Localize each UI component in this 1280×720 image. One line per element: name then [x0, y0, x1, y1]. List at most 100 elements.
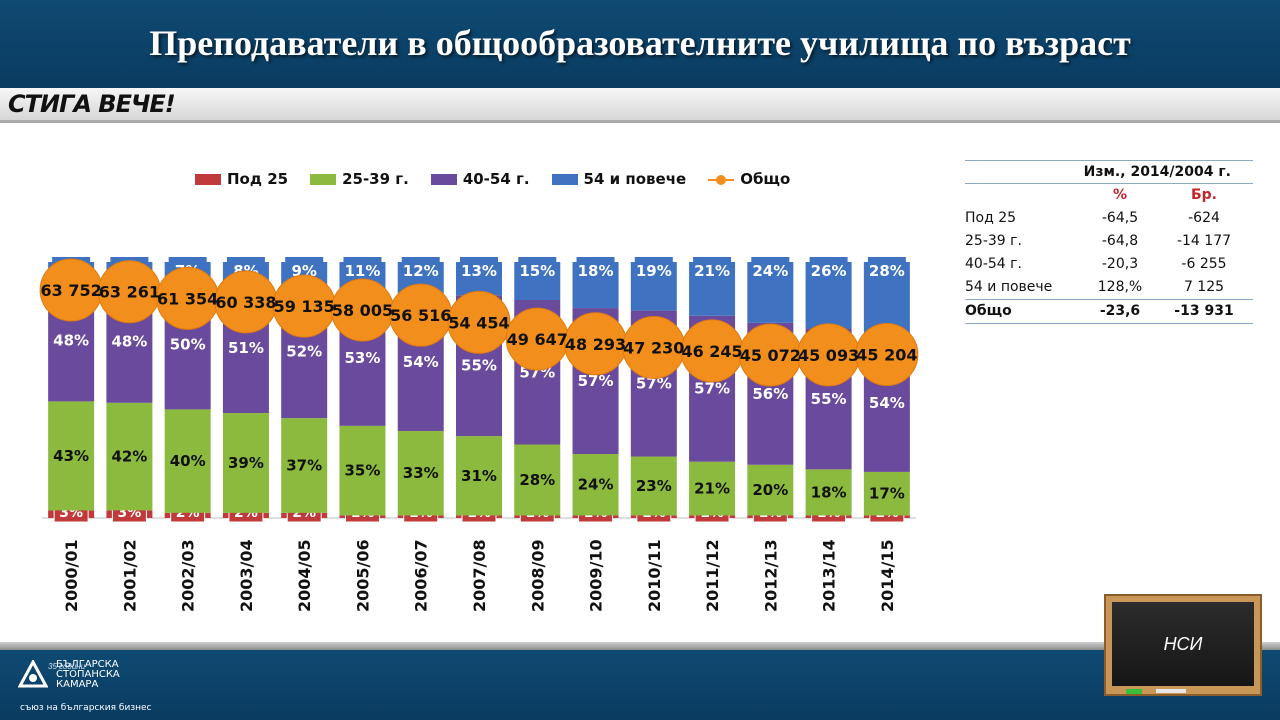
total-marker-7	[447, 290, 511, 354]
label-box-54plus-9	[576, 257, 615, 283]
table-row: Под 25 -64,5 -624	[965, 207, 1253, 230]
data-label-54plus-6: 12%	[403, 262, 439, 280]
total-label-5: 58 005	[332, 301, 393, 320]
total-label-2: 61 354	[157, 289, 218, 308]
table-total-label: Общо	[965, 303, 1012, 319]
legend-marker-total	[708, 174, 735, 185]
legend-label-40-54: 40-54 г.	[462, 170, 530, 188]
label-box-54plus-11	[693, 257, 732, 283]
table-cell-label: 25-39 г.	[965, 233, 1022, 249]
bar-25-39-9	[572, 454, 619, 516]
table-cell-num: 7 125	[1183, 279, 1225, 295]
legend-item-total: Общо	[708, 170, 790, 188]
table-header: Изм., 2014/2004 г.	[965, 160, 1253, 184]
total-label-8: 49 647	[507, 330, 568, 349]
table-cell-num: -14 177	[1176, 233, 1232, 249]
data-label-40-54-2: 50%	[170, 336, 206, 354]
data-label-40-54-4: 52%	[286, 343, 322, 361]
label-box-54plus-10	[634, 257, 673, 283]
change-table: Изм., 2014/2004 г. % Бр. Под 25 -64,5 -6…	[965, 160, 1253, 324]
table-cell-label: 40-54 г.	[965, 256, 1022, 272]
x-tick-label-4: 2004/05	[295, 539, 314, 612]
legend-label-54plus: 54 и повече	[583, 170, 687, 188]
data-label-40-54-12: 56%	[752, 385, 788, 403]
x-tick-label-0: 2000/01	[62, 539, 81, 612]
bar-25-39-10	[630, 456, 677, 516]
bar-25-39-11	[689, 461, 736, 516]
x-tick-label-5: 2005/06	[353, 539, 372, 612]
data-label-40-54-9: 57%	[578, 372, 614, 390]
legend-swatch-40-54	[430, 173, 457, 185]
total-label-14: 45 204	[856, 346, 917, 365]
table-cell-pct: 128,%	[1097, 279, 1143, 295]
label-box-54plus-8	[518, 257, 557, 283]
table-subheader-row: % Бр.	[965, 184, 1253, 207]
label-box-54plus-14	[867, 257, 906, 283]
bar-25-39-14	[863, 471, 910, 516]
bar-25-39-13	[805, 469, 852, 516]
total-label-10: 47 230	[623, 338, 684, 357]
bsk-years: 35 години	[48, 662, 86, 671]
x-tick-label-10: 2010/11	[645, 539, 664, 612]
x-tick-label-14: 2014/15	[878, 539, 897, 612]
data-label-25-39-2: 40%	[170, 452, 206, 470]
legend-label-total: Общо	[740, 170, 791, 188]
data-label-25-39-13: 18%	[811, 483, 847, 501]
data-label-54plus-12: 24%	[752, 262, 788, 280]
total-label-0: 63 752	[41, 281, 102, 300]
total-label-12: 45 072	[740, 346, 801, 365]
table-cell-num: -6 255	[1181, 256, 1227, 272]
table-cell-pct: -64,8	[1101, 233, 1139, 249]
data-label-40-54-1: 48%	[111, 332, 147, 350]
bar-25-39-4	[281, 418, 328, 513]
table-cell-num: -624	[1188, 210, 1220, 226]
total-label-3: 60 338	[215, 293, 276, 312]
chart-legend: Под 25 25-39 г. 40-54 г. 54 и повече Общ…	[195, 170, 812, 188]
x-tick-label-1: 2001/02	[120, 539, 139, 612]
table-subheader-num: Бр.	[1190, 187, 1217, 203]
table-row: 40-54 г. -20,3 -6 255	[965, 253, 1253, 276]
table-cell-label: 54 и повече	[965, 279, 1053, 295]
bsk-tagline: съюз на българския бизнес	[20, 703, 152, 713]
table-subheader-pct: %	[1112, 187, 1128, 203]
data-label-54plus-8: 15%	[519, 262, 555, 280]
legend-swatch-under25	[195, 173, 221, 185]
table-row: 25-39 г. -64,8 -14 177	[965, 230, 1253, 253]
x-tick-label-3: 2003/04	[237, 539, 256, 612]
data-label-25-39-11: 21%	[694, 480, 730, 498]
sub-header-bar	[0, 88, 1280, 123]
bar-25-39-0	[48, 401, 95, 511]
data-label-54plus-9: 18%	[578, 262, 614, 280]
table-total-num: -13 931	[1174, 303, 1234, 319]
legend-swatch-25-39	[310, 173, 337, 185]
data-label-54plus-14: 28%	[869, 262, 905, 280]
legend-item-40-54: 40-54 г.	[430, 170, 530, 188]
data-label-54plus-11: 21%	[694, 262, 730, 280]
legend-item-25-39: 25-39 г.	[310, 170, 409, 188]
legend-item-under25: Под 25	[195, 170, 288, 188]
data-label-25-39-6: 33%	[403, 464, 439, 482]
x-tick-label-13: 2013/14	[820, 539, 839, 612]
bar-25-39-8	[514, 444, 561, 516]
data-label-25-39-10: 23%	[636, 477, 672, 495]
table-cell-label: Под 25	[965, 210, 1017, 226]
footer-divider	[0, 642, 1280, 650]
page-title: Преподаватели в общообразователните учил…	[149, 23, 1131, 63]
x-tick-label-2: 2002/03	[179, 539, 198, 612]
data-label-40-54-10: 57%	[636, 375, 672, 393]
bar-25-39-3	[222, 413, 269, 513]
chalkboard-source: НСИ	[1104, 594, 1262, 696]
x-tick-label-9: 2009/10	[587, 539, 606, 612]
legend-label-25-39: 25-39 г.	[342, 170, 409, 188]
bar-25-39-1	[106, 402, 153, 511]
bar-25-39-2	[164, 409, 211, 513]
footer-bar	[0, 650, 1280, 720]
total-label-6: 56 516	[390, 306, 451, 325]
data-label-40-54-13: 55%	[811, 390, 847, 408]
label-box-54plus-13	[809, 257, 848, 283]
legend-swatch-54plus	[551, 173, 578, 185]
label-box-54plus-7	[460, 257, 498, 283]
bsk-logo: БЪЛГАРСКА СТОПАНСКА КАМАРА 35 години	[18, 660, 120, 690]
table-subheader-blank	[965, 184, 1085, 207]
bsk-logo-text: БЪЛГАРСКА СТОПАНСКА КАМАРА	[56, 660, 120, 690]
